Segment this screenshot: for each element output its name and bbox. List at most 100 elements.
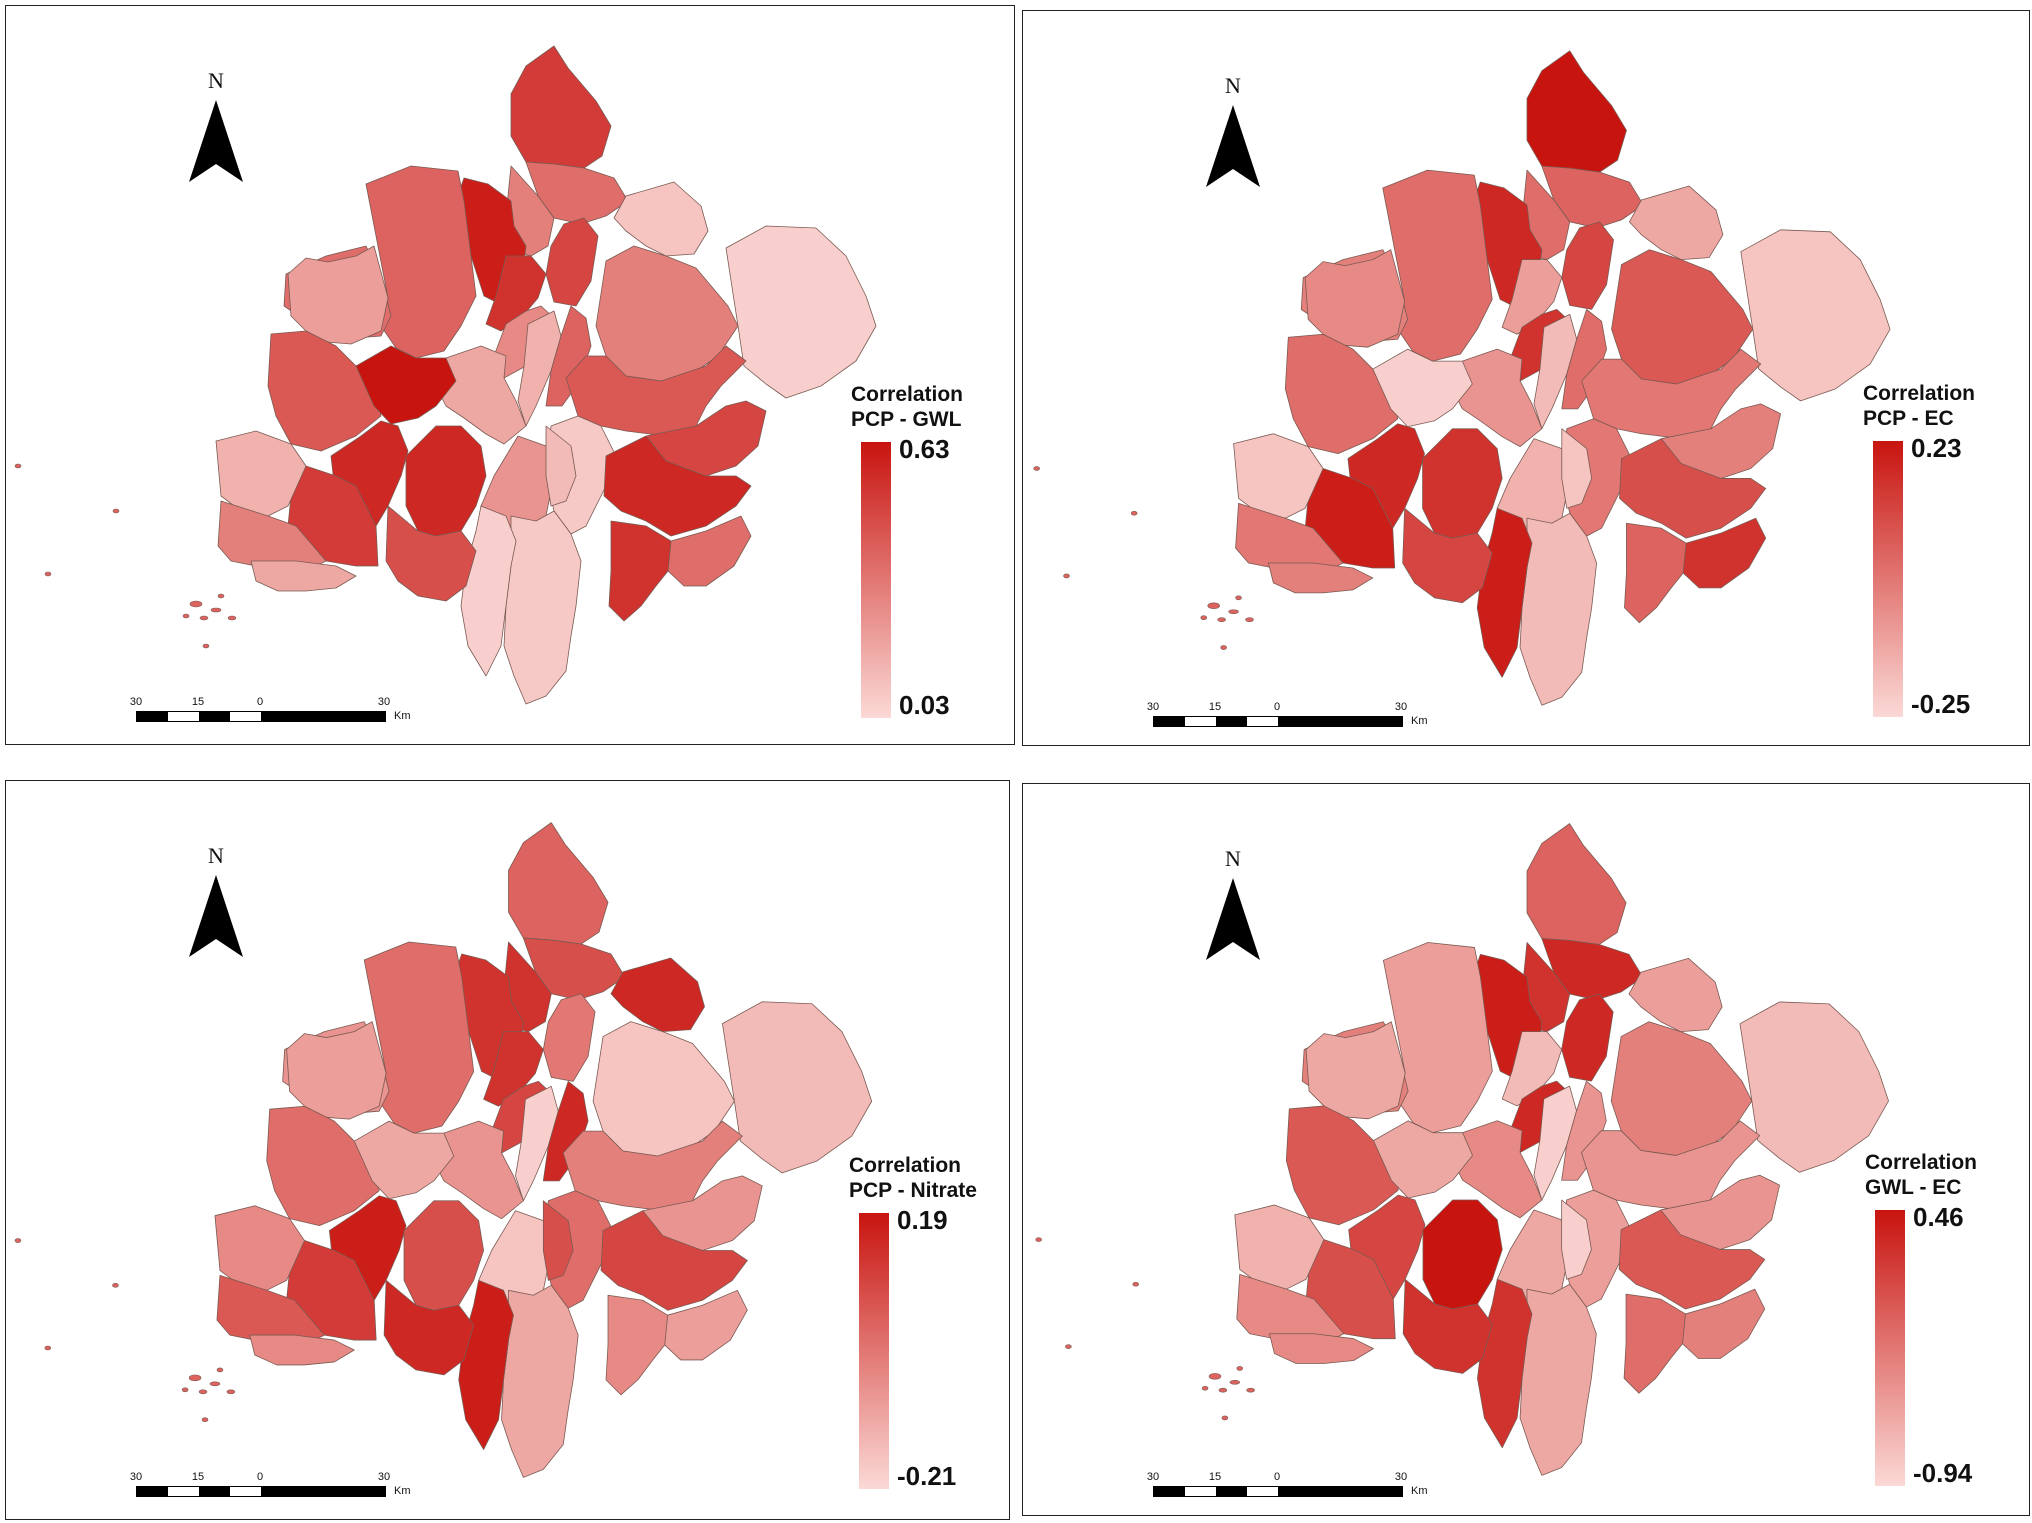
district-region xyxy=(287,465,379,567)
island-shape xyxy=(112,508,120,514)
district-region xyxy=(1285,1105,1399,1226)
scale-unit: Km xyxy=(394,710,411,722)
legend-min-value: -0.21 xyxy=(897,1461,957,1491)
district-region xyxy=(1269,1333,1374,1364)
district-region xyxy=(1581,1120,1761,1211)
island-shape xyxy=(1236,1366,1244,1371)
color-ramp xyxy=(1873,441,1903,717)
island-shape xyxy=(189,600,203,608)
district-region xyxy=(542,1200,574,1281)
scale-bar: 30 15 0 30 Km xyxy=(1147,1471,1428,1497)
island-shape xyxy=(44,571,52,577)
island-shape xyxy=(181,1387,189,1393)
scale-label: 30 xyxy=(377,696,391,708)
color-ramp xyxy=(859,1213,889,1489)
scale-label: 30 xyxy=(377,1471,391,1483)
island-shape xyxy=(1035,1237,1042,1242)
district-region xyxy=(565,345,747,437)
island-shape xyxy=(1229,1380,1241,1385)
scale-bar: 30 15 0 30 Km xyxy=(1147,701,1428,727)
scale-label: 30 xyxy=(129,1471,143,1483)
island-shape xyxy=(14,1238,22,1243)
legend-title-line2: GWL - EC xyxy=(1865,1176,1962,1199)
district-region xyxy=(515,1085,559,1202)
district-region xyxy=(1629,185,1724,261)
island-shape xyxy=(1245,617,1254,622)
district-region xyxy=(1526,823,1627,945)
district-region xyxy=(610,957,705,1032)
district-region xyxy=(433,1120,524,1220)
district-region xyxy=(405,425,487,537)
district-region xyxy=(1402,507,1493,604)
choropleth-map xyxy=(1035,823,1889,1476)
map-panel-pcp-gwl: N 30 15 0 30 Km Correlation PCP - GWL 0.63 0… xyxy=(5,5,1015,745)
scale-labels: 30 15 0 30 xyxy=(130,1471,390,1485)
scale-label: 15 xyxy=(1208,1471,1222,1483)
district-region xyxy=(603,435,752,537)
district-region xyxy=(1233,433,1324,519)
legend-max-value: 0.19 xyxy=(897,1205,948,1235)
north-arrow-icon xyxy=(189,100,243,182)
district-region xyxy=(1561,993,1614,1082)
district-region xyxy=(608,520,672,622)
scale-segments xyxy=(136,710,386,722)
district-region xyxy=(545,217,599,307)
island-shape xyxy=(199,615,209,621)
choropleth-map xyxy=(14,822,873,1478)
scale-label: 30 xyxy=(1146,1471,1160,1483)
district-region xyxy=(250,560,357,592)
district-region xyxy=(1623,1293,1686,1394)
district-region xyxy=(403,1200,485,1311)
district-region xyxy=(562,1120,743,1212)
district-region xyxy=(1234,1204,1325,1290)
district-region xyxy=(542,1080,589,1182)
north-arrow-icon xyxy=(1206,105,1260,187)
island-shape xyxy=(188,1374,202,1382)
legend-min-value: 0.03 xyxy=(899,690,950,720)
scale-segments xyxy=(1153,1485,1403,1497)
island-shape xyxy=(1208,1373,1222,1380)
north-arrow: N xyxy=(186,68,246,189)
district-region xyxy=(1452,1120,1543,1219)
scale-labels: 30 15 0 30 xyxy=(1147,701,1407,715)
scale-label: 0 xyxy=(1273,1471,1281,1483)
district-region xyxy=(1519,1283,1597,1476)
scale-unit: Km xyxy=(1411,1485,1428,1497)
district-region xyxy=(214,1205,305,1291)
scale-segments xyxy=(1153,715,1403,727)
district-region xyxy=(1561,308,1607,410)
island-shape xyxy=(209,1381,221,1387)
scale-labels: 30 15 0 30 xyxy=(130,696,390,710)
district-region xyxy=(353,1120,455,1200)
north-letter: N xyxy=(1225,73,1241,98)
district-region xyxy=(1739,1001,1889,1173)
district-region xyxy=(1422,1199,1503,1310)
island-shape xyxy=(1200,615,1208,620)
north-arrow: N xyxy=(186,843,246,964)
district-region xyxy=(725,225,877,399)
district-region xyxy=(503,510,582,705)
island-shape xyxy=(226,1389,236,1395)
legend-max-value: 0.63 xyxy=(899,434,950,464)
district-region xyxy=(1618,1209,1766,1310)
island-shape xyxy=(1246,1387,1255,1393)
district-region xyxy=(1402,1278,1493,1374)
legend-min-value: -0.25 xyxy=(1911,689,1971,719)
island-shape xyxy=(227,615,237,621)
island-shape xyxy=(112,1283,119,1288)
island-shape xyxy=(1033,466,1040,471)
scale-label: 15 xyxy=(191,696,205,708)
district-region xyxy=(435,345,527,445)
district-region xyxy=(1619,438,1767,539)
district-region xyxy=(249,1334,355,1366)
district-region xyxy=(1526,50,1627,173)
island-shape xyxy=(182,613,190,619)
legend-title-line1: Correlation xyxy=(851,383,964,406)
island-shape xyxy=(1063,573,1070,579)
legend-min-value: -0.94 xyxy=(1913,1458,1973,1488)
scale-label: 30 xyxy=(1394,701,1408,713)
island-shape xyxy=(198,1389,208,1395)
district-region xyxy=(613,181,709,257)
district-region xyxy=(508,822,609,945)
legend: Correlation PCP - Nitrate 0.19 -0.21 xyxy=(849,1153,977,1491)
